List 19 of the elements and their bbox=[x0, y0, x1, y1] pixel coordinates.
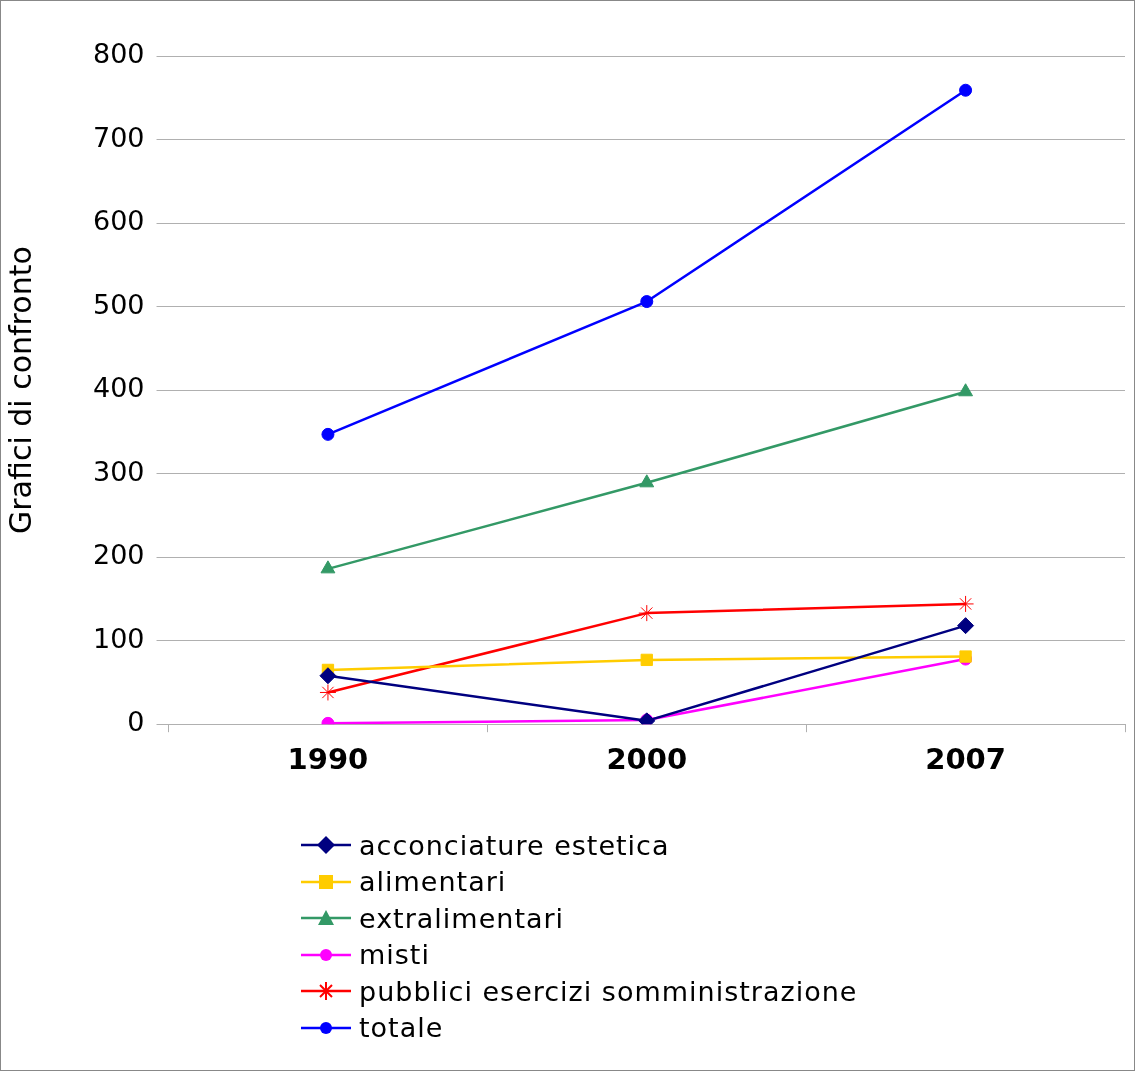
y-tick-label: 0 bbox=[127, 706, 145, 738]
legend-label: misti bbox=[359, 939, 430, 971]
y-tick-label: 300 bbox=[92, 455, 145, 487]
y-tick-label: 800 bbox=[92, 38, 145, 70]
legend-label: acconciature estetica bbox=[359, 829, 670, 861]
y-tick-label: 100 bbox=[92, 622, 145, 654]
y-tick-label: 600 bbox=[92, 205, 145, 237]
x-tick-label: 2000 bbox=[606, 742, 688, 777]
legend-label: extralimentari bbox=[359, 902, 565, 934]
legend-label: pubblici esercizi somministrazione bbox=[359, 975, 858, 1007]
y-tick-label: 200 bbox=[92, 539, 145, 571]
y-tick-label: 700 bbox=[92, 121, 145, 153]
x-tick-label: 2007 bbox=[925, 742, 1006, 777]
legend-label: totale bbox=[359, 1012, 444, 1044]
legend-label: alimentari bbox=[359, 866, 507, 898]
y-axis-title: Grafici di confronto bbox=[2, 246, 38, 534]
x-tick-label: 1990 bbox=[287, 742, 369, 777]
y-tick-label: 400 bbox=[92, 372, 145, 404]
y-tick-label: 500 bbox=[92, 288, 145, 320]
